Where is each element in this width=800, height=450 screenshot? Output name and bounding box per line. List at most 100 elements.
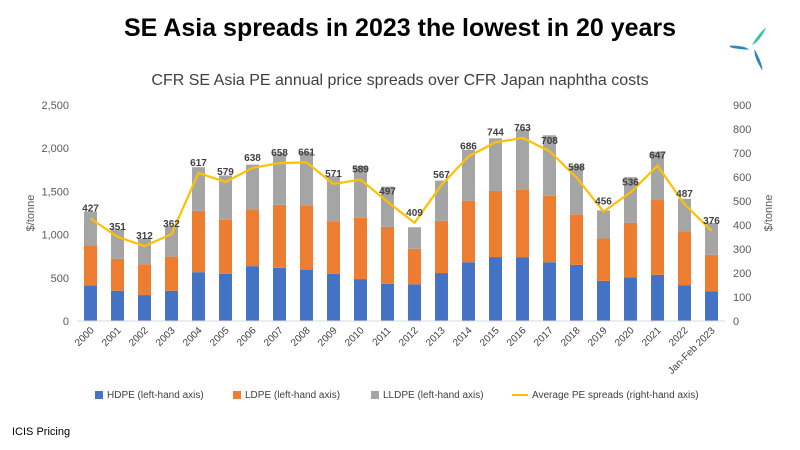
- hdpe-bar: [651, 274, 664, 321]
- lldpe-bar: [84, 211, 97, 246]
- ldpe-bar: [624, 222, 637, 278]
- hdpe-bar: [246, 266, 259, 321]
- lldpe-bar: [597, 210, 610, 239]
- average-data-label: 763: [514, 123, 531, 134]
- x-tick-label: 2015: [478, 325, 502, 349]
- hdpe-bar: [138, 295, 151, 321]
- x-tick-label: 2003: [154, 325, 178, 349]
- icis-logo-icon: [730, 28, 766, 70]
- y-right-tick-label: 300: [733, 244, 751, 256]
- hdpe-bar: [273, 267, 286, 321]
- hdpe-bar: [327, 273, 340, 321]
- x-tick-label: 2000: [73, 325, 97, 349]
- ldpe-bar: [111, 258, 124, 291]
- lldpe-bar: [246, 164, 259, 210]
- hdpe-bar: [381, 283, 394, 321]
- average-data-label: 744: [487, 127, 504, 138]
- x-tick-label: 2008: [289, 325, 313, 349]
- average-data-label: 362: [163, 219, 180, 230]
- y-left-tick-label: 500: [51, 273, 69, 285]
- x-tick-label: 2021: [640, 325, 664, 349]
- ldpe-bar: [651, 200, 664, 275]
- y-right-tick-label: 700: [733, 148, 751, 160]
- hdpe-bar: [516, 257, 529, 321]
- x-tick-label: 2009: [316, 325, 340, 349]
- average-data-label: 589: [352, 165, 369, 176]
- average-data-label: 617: [190, 158, 207, 169]
- x-tick-label: 2018: [559, 325, 583, 349]
- chart-title: CFR SE Asia PE annual price spreads over…: [151, 72, 649, 89]
- y-left-axis-title: $/tonne: [25, 195, 37, 232]
- lldpe-bar: [354, 165, 367, 218]
- ldpe-bar: [543, 195, 556, 263]
- lldpe-bar: [516, 129, 529, 190]
- ldpe-bar: [300, 205, 313, 270]
- lldpe-bar: [165, 225, 178, 257]
- average-data-label: 647: [649, 151, 666, 162]
- hdpe-bar: [219, 273, 232, 321]
- x-tick-label: 2006: [235, 325, 259, 349]
- lldpe-bar: [138, 238, 151, 265]
- legend-label: Average PE spreads (right-hand axis): [532, 390, 699, 401]
- hdpe-bar: [84, 285, 97, 321]
- x-tick-label: 2016: [505, 325, 529, 349]
- ldpe-bar: [138, 264, 151, 296]
- ldpe-bar: [678, 231, 691, 286]
- average-data-label: 579: [217, 167, 234, 178]
- y-right-tick-label: 900: [733, 100, 751, 112]
- x-tick-label: 2014: [451, 325, 475, 349]
- average-data-label: 708: [541, 136, 558, 147]
- ldpe-bar: [705, 254, 718, 292]
- legend-label: HDPE (left-hand axis): [107, 390, 204, 401]
- hdpe-bar: [570, 264, 583, 321]
- ldpe-bar: [84, 245, 97, 286]
- ldpe-bar: [489, 190, 502, 258]
- lldpe-bar: [705, 222, 718, 255]
- y-right-tick-label: 400: [733, 220, 751, 232]
- hdpe-bar: [354, 279, 367, 321]
- average-data-label: 409: [406, 208, 423, 219]
- hdpe-bar: [489, 257, 502, 321]
- legend-label: LDPE (left-hand axis): [245, 390, 340, 401]
- hdpe-bar: [462, 262, 475, 321]
- hdpe-bar: [705, 291, 718, 321]
- x-tick-label: 2022: [667, 325, 691, 349]
- hdpe-bar: [408, 284, 421, 321]
- hdpe-bar: [192, 272, 205, 321]
- ldpe-bar: [516, 189, 529, 258]
- y-right-axis-title: $/tonne: [763, 195, 775, 232]
- lldpe-bar: [381, 186, 394, 227]
- ldpe-bar: [597, 238, 610, 281]
- x-tick-label: 2019: [586, 325, 610, 349]
- y-right-tick-label: 600: [733, 172, 751, 184]
- average-data-label: 312: [136, 231, 153, 242]
- hdpe-bar: [111, 290, 124, 321]
- hdpe-bar: [624, 277, 637, 321]
- headline: SE Asia spreads in 2023 the lowest in 20…: [123, 14, 677, 42]
- average-data-label: 571: [325, 169, 342, 180]
- x-tick-label: 2020: [613, 325, 637, 349]
- x-tick-label: 2007: [262, 325, 286, 349]
- average-data-label: 598: [568, 162, 585, 173]
- y-right-tick-label: 200: [733, 268, 751, 280]
- hdpe-bar: [678, 285, 691, 321]
- ldpe-bar: [273, 204, 286, 268]
- average-data-label: 658: [271, 148, 288, 159]
- legend-swatch-ldpe: [233, 391, 241, 399]
- lldpe-bar: [408, 227, 421, 249]
- x-tick-label: Jan-Feb 2023: [666, 325, 718, 377]
- x-tick-label: 2005: [208, 325, 232, 349]
- lldpe-bar: [273, 153, 286, 205]
- lldpe-bar: [651, 151, 664, 201]
- ldpe-bar: [408, 248, 421, 285]
- average-data-label: 351: [109, 222, 126, 233]
- y-left-tick-label: 2,000: [41, 143, 69, 155]
- source-note: ICIS Pricing: [12, 426, 71, 438]
- ldpe-bar: [570, 214, 583, 265]
- average-data-label: 376: [703, 216, 720, 227]
- average-data-label: 536: [622, 177, 639, 188]
- lldpe-bar: [489, 138, 502, 191]
- ldpe-bar: [165, 256, 178, 291]
- lldpe-bar: [327, 176, 340, 222]
- hdpe-bar: [300, 269, 313, 321]
